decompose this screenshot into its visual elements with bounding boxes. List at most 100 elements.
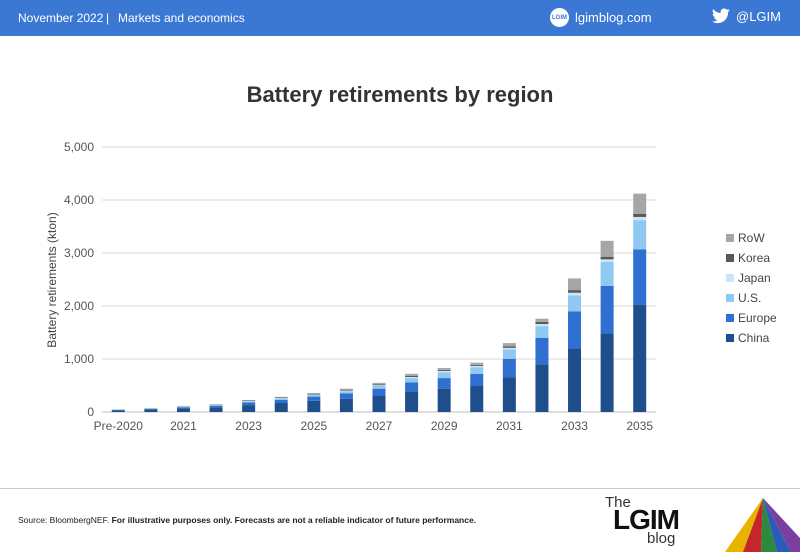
bar-segment: [176, 407, 190, 409]
bar-segment: [405, 391, 419, 412]
header-section-link[interactable]: Markets and economics: [118, 11, 245, 25]
bar-segment: [307, 393, 321, 395]
bar-segment: [405, 375, 419, 378]
bar-segment: [470, 367, 484, 374]
legend-label: Japan: [738, 271, 771, 285]
bar-segment: [568, 278, 582, 291]
bar-segment: [437, 369, 451, 371]
legend-label: Korea: [738, 251, 771, 265]
y-axis-label: Battery retirements (kton): [45, 212, 59, 347]
bar-segment: [307, 396, 321, 401]
bar-segment: [470, 386, 484, 412]
bar-segment: [176, 408, 190, 412]
bar-segment: [502, 377, 516, 412]
x-tick-label: 2021: [170, 419, 197, 433]
bar-segment: [437, 378, 451, 389]
bar-segment: [535, 318, 549, 322]
bar-segment: [470, 364, 484, 366]
bar-segment: [339, 388, 353, 391]
bar-segment: [209, 405, 223, 406]
bar-segment: [242, 402, 256, 406]
bar-segment: [339, 393, 353, 399]
bar-segment: [470, 373, 484, 387]
bar-segment: [274, 397, 288, 399]
y-tick-label: 3,000: [64, 246, 94, 260]
y-tick-label: 4,000: [64, 193, 94, 207]
bar-segment: [502, 346, 516, 348]
bar-segment: [372, 395, 386, 412]
legend-label: China: [738, 331, 770, 345]
bar-segment: [372, 388, 386, 396]
bar-segment: [437, 370, 451, 373]
bar-segment: [535, 326, 549, 338]
bar-stack: [437, 368, 451, 412]
lgim-blog-logo: The LGIM blog: [595, 490, 800, 552]
bar-stack: [470, 362, 484, 412]
footer-source: Source: BloombergNEF. For illustrative p…: [18, 515, 476, 525]
legend-item: U.S.: [726, 288, 777, 308]
bar-segment: [274, 397, 288, 398]
bar-segment: [633, 249, 647, 305]
bar-segment: [535, 321, 549, 325]
legend-label: Europe: [738, 311, 777, 325]
twitter-handle: @LGIM: [736, 8, 781, 24]
bar-segment: [274, 398, 288, 400]
bar-stack: [307, 392, 321, 412]
y-tick-label: 2,000: [64, 299, 94, 313]
bar-stack: [568, 278, 582, 412]
bar-segment: [535, 337, 549, 365]
disclaimer-text: For illustrative purposes only. Forecast…: [111, 515, 477, 525]
logo-the: The: [605, 494, 631, 511]
x-tick-label: 2027: [366, 419, 393, 433]
x-tick-label: 2035: [626, 419, 653, 433]
legend-swatch: [726, 254, 734, 262]
bar-segment: [274, 396, 288, 398]
bar-segment: [633, 216, 647, 221]
bar-segment: [242, 405, 256, 412]
bar-segment: [339, 390, 353, 391]
legend-item: RoW: [726, 228, 777, 248]
blog-link[interactable]: LGIM lgimblog.com: [550, 8, 652, 27]
bar-segment: [405, 378, 419, 383]
bar-stack: [339, 388, 353, 412]
bar-segment: [307, 394, 321, 396]
bar-segment: [307, 395, 321, 397]
bar-segment: [209, 405, 223, 408]
twitter-link[interactable]: @LGIM: [712, 8, 781, 24]
header-date: November 2022: [18, 11, 104, 25]
y-tick-label: 0: [87, 405, 94, 419]
bar-segment: [274, 399, 288, 403]
bar-segment: [633, 304, 647, 412]
bar-stack: [372, 382, 386, 412]
chart-legend: RoW Korea Japan U.S. Europe China: [726, 228, 777, 348]
bar-segment: [176, 406, 190, 408]
bar-segment: [372, 385, 386, 387]
bar-segment: [568, 292, 582, 296]
bar-segment: [470, 362, 484, 365]
bar-segment: [274, 402, 288, 412]
bar-segment: [502, 349, 516, 359]
x-tick-label: 2031: [496, 419, 523, 433]
bar-stack: [111, 409, 125, 412]
bar-stack: [600, 240, 614, 412]
bar-stack: [274, 396, 288, 412]
bar-segment: [437, 388, 451, 412]
bar-segment: [339, 390, 353, 392]
bar-segment: [600, 285, 614, 334]
bar-segment: [502, 359, 516, 378]
bar-segment: [502, 347, 516, 350]
logo-lgim: LGIM: [613, 504, 680, 535]
bar-segment: [568, 348, 582, 412]
legend-item: China: [726, 328, 777, 348]
bar-segment: [339, 391, 353, 394]
bar-segment: [600, 256, 614, 260]
bar-segment: [144, 408, 158, 410]
twitter-icon: [712, 8, 730, 24]
bar-segment: [209, 407, 223, 412]
legend-label: RoW: [738, 231, 765, 245]
footer-divider: [0, 488, 800, 489]
x-tick-label: 2033: [561, 419, 588, 433]
bar-stack: [209, 404, 223, 412]
x-axis-ticks: Pre-2020 2021 2023 2025 2027 2029 2031 2033 2035: [94, 419, 654, 433]
bar-segment: [111, 410, 125, 412]
